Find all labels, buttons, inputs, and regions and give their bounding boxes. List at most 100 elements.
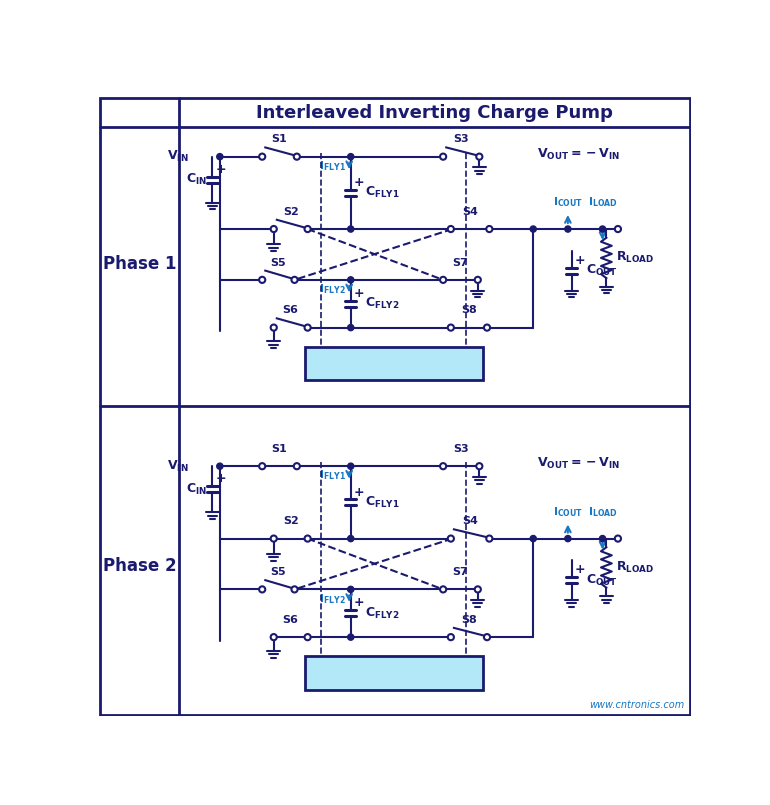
Circle shape: [271, 535, 277, 542]
Bar: [304, 347, 484, 380]
Text: $\mathbf{C_{IN}}$: $\mathbf{C_{IN}}$: [186, 172, 207, 188]
Text: S7: S7: [453, 567, 468, 577]
Text: +: +: [574, 254, 585, 266]
Text: S4: S4: [462, 207, 478, 217]
Text: $\mathbf{R_{LOAD}}$: $\mathbf{R_{LOAD}}$: [616, 559, 654, 575]
Circle shape: [305, 634, 310, 640]
Text: $\mathbf{I_{COUT}}$: $\mathbf{I_{COUT}}$: [553, 505, 583, 518]
Text: Interleaved Inverting Charge Pump: Interleaved Inverting Charge Pump: [256, 104, 613, 122]
Circle shape: [614, 535, 621, 542]
Circle shape: [440, 463, 447, 469]
Circle shape: [305, 535, 310, 542]
Text: $\mathbf{V_{IN}}$: $\mathbf{V_{IN}}$: [168, 459, 189, 474]
Circle shape: [448, 535, 454, 542]
Text: S4: S4: [462, 516, 478, 526]
Text: Φ2: Φ2: [454, 356, 478, 371]
Text: $\mathbf{C_{OUT}}$: $\mathbf{C_{OUT}}$: [586, 572, 618, 588]
Circle shape: [348, 154, 354, 159]
Circle shape: [348, 634, 354, 640]
Text: $\mathbf{I_{FLY1}}$: $\mathbf{I_{FLY1}}$: [319, 159, 346, 173]
Circle shape: [348, 226, 354, 232]
Text: $\mathbf{R_{LOAD}}$: $\mathbf{R_{LOAD}}$: [616, 250, 654, 265]
Circle shape: [448, 226, 454, 232]
Circle shape: [530, 535, 537, 542]
Text: S3: S3: [454, 444, 469, 454]
Circle shape: [600, 535, 606, 542]
Circle shape: [530, 226, 537, 232]
Circle shape: [474, 586, 480, 592]
Circle shape: [484, 634, 490, 640]
Circle shape: [440, 277, 447, 283]
Text: $\mathbf{V_{OUT}=-V_{IN}}$: $\mathbf{V_{OUT}=-V_{IN}}$: [537, 456, 620, 472]
Circle shape: [484, 324, 490, 331]
Text: +: +: [354, 485, 364, 498]
Text: S2: S2: [283, 516, 299, 526]
Circle shape: [259, 154, 265, 159]
Text: $\mathbf{I_{FLY2}}$: $\mathbf{I_{FLY2}}$: [320, 283, 347, 296]
Text: $\mathbf{C_{OUT}}$: $\mathbf{C_{OUT}}$: [586, 263, 618, 279]
Circle shape: [294, 154, 300, 159]
Text: Phase 2: Phase 2: [103, 557, 176, 576]
Circle shape: [294, 463, 300, 469]
Circle shape: [348, 277, 354, 283]
Text: S8: S8: [461, 305, 477, 316]
Text: Φ1: Φ1: [310, 666, 333, 680]
Text: S8: S8: [461, 615, 477, 625]
Text: S6: S6: [283, 615, 299, 625]
Text: $\mathbf{I_{FLY1}}$: $\mathbf{I_{FLY1}}$: [319, 469, 346, 482]
Text: S2: S2: [283, 207, 299, 217]
Circle shape: [474, 277, 480, 283]
Circle shape: [271, 226, 277, 232]
Text: Φ2: Φ2: [454, 666, 478, 680]
Text: +: +: [354, 597, 364, 609]
Circle shape: [291, 277, 297, 283]
Text: $\mathbf{V_{OUT}=-V_{IN}}$: $\mathbf{V_{OUT}=-V_{IN}}$: [537, 147, 620, 162]
Circle shape: [305, 324, 310, 331]
Text: S7: S7: [453, 258, 468, 267]
Circle shape: [259, 586, 265, 592]
Circle shape: [564, 535, 571, 542]
Text: $\mathbf{I_{LOAD}}$: $\mathbf{I_{LOAD}}$: [588, 196, 618, 209]
Text: $\mathbf{C_{FLY1}}$: $\mathbf{C_{FLY1}}$: [365, 495, 400, 510]
Text: Φ1: Φ1: [310, 356, 333, 371]
Circle shape: [448, 634, 454, 640]
Text: $\mathbf{C_{IN}}$: $\mathbf{C_{IN}}$: [186, 481, 207, 497]
Text: Oscillator: Oscillator: [349, 664, 439, 682]
Text: $\mathbf{I_{LOAD}}$: $\mathbf{I_{LOAD}}$: [588, 505, 618, 518]
Text: +: +: [215, 473, 226, 485]
Circle shape: [476, 154, 482, 159]
Text: S3: S3: [454, 134, 469, 144]
Circle shape: [217, 463, 223, 469]
Text: +: +: [215, 163, 226, 176]
Text: S6: S6: [283, 305, 299, 316]
Circle shape: [291, 586, 297, 592]
Text: S5: S5: [270, 567, 286, 577]
Circle shape: [600, 226, 606, 232]
Text: S1: S1: [272, 444, 287, 454]
Circle shape: [564, 226, 571, 232]
Circle shape: [271, 634, 277, 640]
Text: S5: S5: [270, 258, 286, 267]
Circle shape: [348, 535, 354, 542]
Text: $\mathbf{I_{COUT}}$: $\mathbf{I_{COUT}}$: [553, 196, 583, 209]
Text: +: +: [354, 287, 364, 300]
Bar: [304, 656, 484, 690]
Text: +: +: [354, 176, 364, 189]
Text: Phase 1: Phase 1: [103, 255, 176, 274]
Circle shape: [348, 463, 354, 469]
Circle shape: [440, 154, 447, 159]
Circle shape: [305, 226, 310, 232]
Circle shape: [348, 586, 354, 592]
Text: S1: S1: [272, 134, 287, 144]
Circle shape: [487, 535, 493, 542]
Circle shape: [217, 154, 223, 159]
Text: Oscillator: Oscillator: [349, 354, 439, 373]
Text: www.cntronics.com: www.cntronics.com: [590, 700, 685, 710]
Circle shape: [348, 324, 354, 331]
Text: $\mathbf{V_{IN}}$: $\mathbf{V_{IN}}$: [168, 149, 189, 164]
Circle shape: [476, 463, 482, 469]
Circle shape: [448, 324, 454, 331]
Text: +: +: [574, 564, 585, 576]
Circle shape: [259, 463, 265, 469]
Circle shape: [614, 226, 621, 232]
